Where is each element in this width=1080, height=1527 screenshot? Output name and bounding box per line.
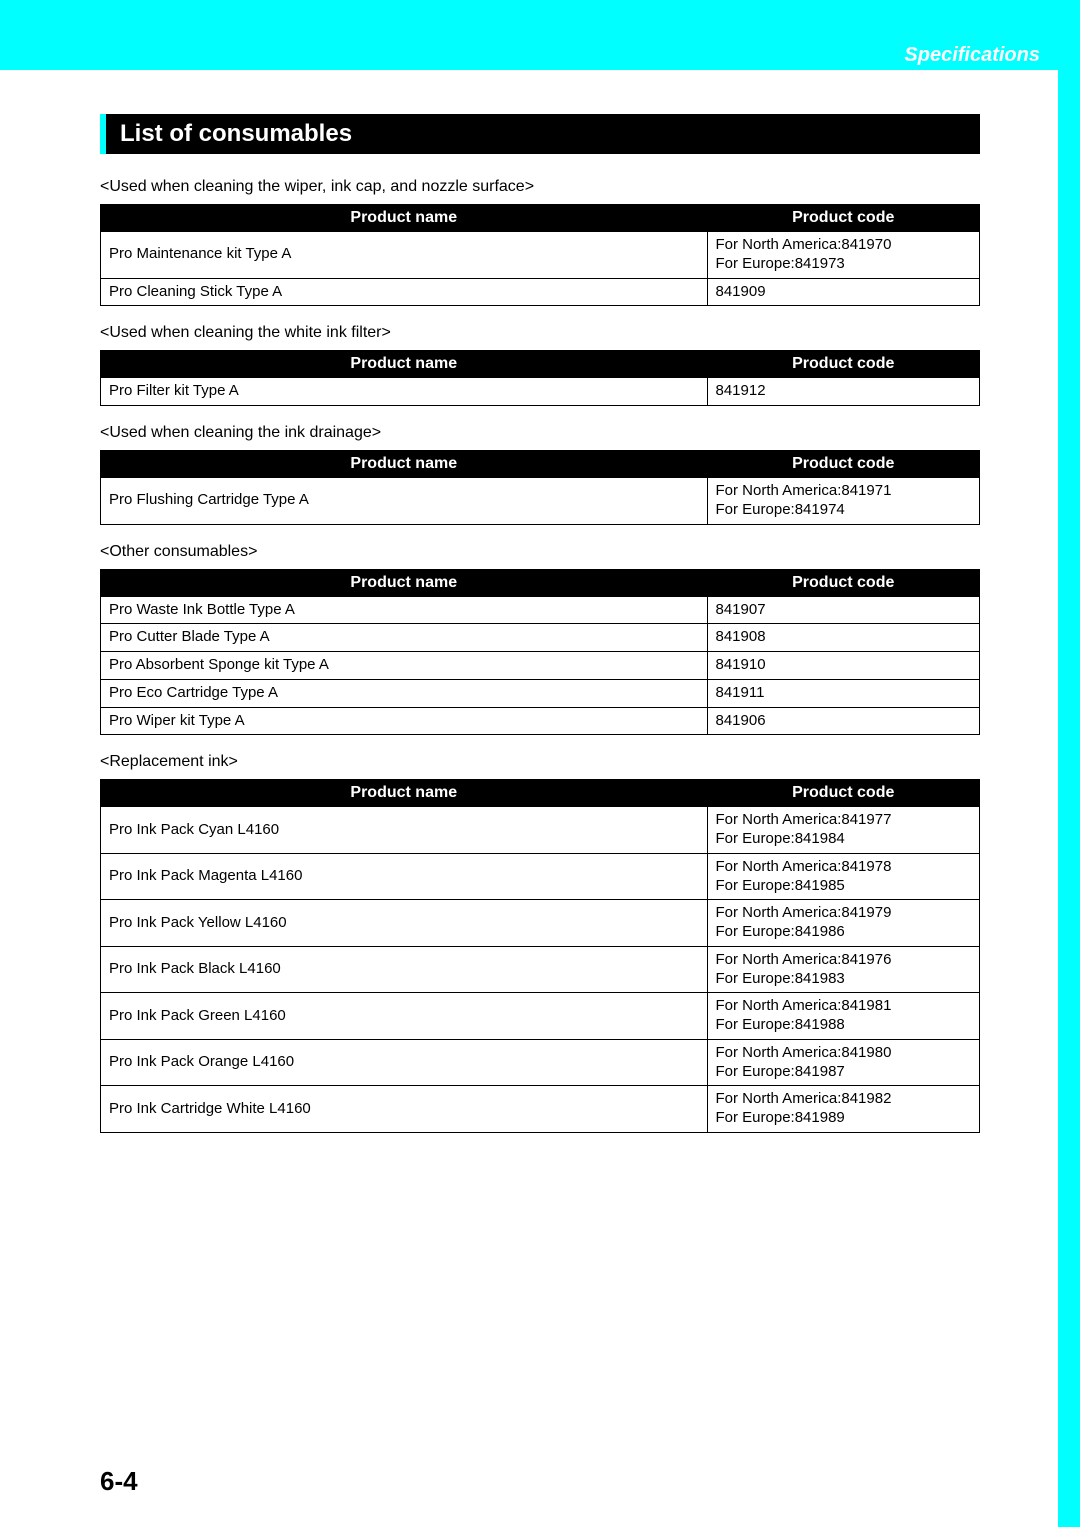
table-caption: <Used when cleaning the white ink filter… — [100, 324, 980, 342]
table-row: Pro Flushing Cartridge Type AFor North A… — [101, 478, 980, 525]
cell-product-code: For North America:841977 For Europe:8419… — [707, 807, 980, 854]
consumables-table: Product nameProduct codePro Waste Ink Bo… — [100, 569, 980, 736]
col-header-product-name: Product name — [101, 351, 708, 378]
table-row: Pro Wiper kit Type A841906 — [101, 707, 980, 735]
cell-product-code: For North America:841976 For Europe:8419… — [707, 946, 980, 993]
cell-product-name: Pro Maintenance kit Type A — [101, 232, 708, 279]
table-row: Pro Waste Ink Bottle Type A841907 — [101, 596, 980, 624]
table-caption: <Used when cleaning the wiper, ink cap, … — [100, 178, 980, 196]
table-row: Pro Eco Cartridge Type A841911 — [101, 679, 980, 707]
section-title: List of consumables — [100, 114, 980, 154]
table-row: Pro Ink Pack Black L4160For North Americ… — [101, 946, 980, 993]
table-row: Pro Ink Pack Green L4160For North Americ… — [101, 993, 980, 1040]
cell-product-code: For North America:841981 For Europe:8419… — [707, 993, 980, 1040]
cell-product-name: Pro Waste Ink Bottle Type A — [101, 596, 708, 624]
table-row: Pro Absorbent Sponge kit Type A841910 — [101, 652, 980, 680]
table-caption: <Used when cleaning the ink drainage> — [100, 424, 980, 442]
cell-product-code: For North America:841982 For Europe:8419… — [707, 1086, 980, 1133]
table-row: Pro Cleaning Stick Type A841909 — [101, 278, 980, 306]
col-header-product-code: Product code — [707, 451, 980, 478]
cell-product-name: Pro Ink Pack Magenta L4160 — [101, 853, 708, 900]
table-row: Pro Ink Pack Yellow L4160For North Ameri… — [101, 900, 980, 947]
page-number: 6-4 — [100, 1466, 138, 1497]
table-caption: <Other consumables> — [100, 543, 980, 561]
cell-product-name: Pro Absorbent Sponge kit Type A — [101, 652, 708, 680]
table-row: Pro Ink Pack Magenta L4160For North Amer… — [101, 853, 980, 900]
col-header-product-name: Product name — [101, 451, 708, 478]
cell-product-name: Pro Ink Pack Green L4160 — [101, 993, 708, 1040]
table-row: Pro Ink Pack Orange L4160For North Ameri… — [101, 1039, 980, 1086]
col-header-product-name: Product name — [101, 780, 708, 807]
table-row: Pro Cutter Blade Type A841908 — [101, 624, 980, 652]
cell-product-code: For North America:841970 For Europe:8419… — [707, 232, 980, 279]
cell-product-name: Pro Ink Pack Black L4160 — [101, 946, 708, 993]
table-row: Pro Maintenance kit Type AFor North Amer… — [101, 232, 980, 279]
cell-product-code: 841912 — [707, 378, 980, 406]
consumables-table: Product nameProduct codePro Ink Pack Cya… — [100, 779, 980, 1133]
cell-product-code: 841908 — [707, 624, 980, 652]
cell-product-name: Pro Flushing Cartridge Type A — [101, 478, 708, 525]
cell-product-name: Pro Cleaning Stick Type A — [101, 278, 708, 306]
cell-product-code: 841910 — [707, 652, 980, 680]
col-header-product-name: Product name — [101, 569, 708, 596]
cell-product-name: Pro Ink Cartridge White L4160 — [101, 1086, 708, 1133]
tables-holder: <Used when cleaning the wiper, ink cap, … — [100, 178, 980, 1133]
cell-product-code: For North America:841971 For Europe:8419… — [707, 478, 980, 525]
cell-product-code: 841909 — [707, 278, 980, 306]
cell-product-name: Pro Eco Cartridge Type A — [101, 679, 708, 707]
cell-product-name: Pro Wiper kit Type A — [101, 707, 708, 735]
col-header-product-name: Product name — [101, 205, 708, 232]
table-row: Pro Filter kit Type A841912 — [101, 378, 980, 406]
page-content: List of consumables <Used when cleaning … — [0, 70, 1080, 1133]
table-row: Pro Ink Pack Cyan L4160For North America… — [101, 807, 980, 854]
col-header-product-code: Product code — [707, 351, 980, 378]
cell-product-code: 841911 — [707, 679, 980, 707]
col-header-product-code: Product code — [707, 205, 980, 232]
cell-product-code: For North America:841978 For Europe:8419… — [707, 853, 980, 900]
cell-product-name: Pro Filter kit Type A — [101, 378, 708, 406]
cell-product-name: Pro Ink Pack Orange L4160 — [101, 1039, 708, 1086]
cell-product-name: Pro Cutter Blade Type A — [101, 624, 708, 652]
cell-product-code: For North America:841980 For Europe:8419… — [707, 1039, 980, 1086]
consumables-table: Product nameProduct codePro Flushing Car… — [100, 450, 980, 525]
consumables-table: Product nameProduct codePro Maintenance … — [100, 204, 980, 306]
cell-product-name: Pro Ink Pack Cyan L4160 — [101, 807, 708, 854]
col-header-product-code: Product code — [707, 569, 980, 596]
cell-product-code: 841906 — [707, 707, 980, 735]
table-caption: <Replacement ink> — [100, 753, 980, 771]
cell-product-name: Pro Ink Pack Yellow L4160 — [101, 900, 708, 947]
side-bar — [1058, 70, 1080, 1527]
col-header-product-code: Product code — [707, 780, 980, 807]
header-label: Specifications — [904, 44, 1040, 67]
consumables-table: Product nameProduct codePro Filter kit T… — [100, 350, 980, 406]
cell-product-code: 841907 — [707, 596, 980, 624]
table-row: Pro Ink Cartridge White L4160For North A… — [101, 1086, 980, 1133]
cell-product-code: For North America:841979 For Europe:8419… — [707, 900, 980, 947]
